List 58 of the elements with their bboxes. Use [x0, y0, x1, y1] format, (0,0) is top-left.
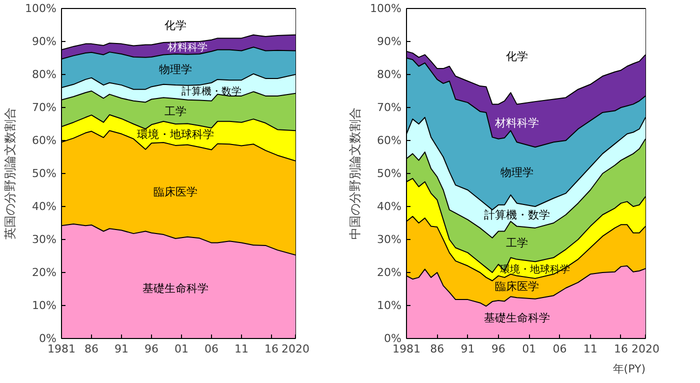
y-axis-title: 英国の分野別論文数割合: [3, 108, 18, 240]
series-label: 臨床医学: [154, 185, 198, 198]
y-tick-label: 40%: [32, 200, 57, 213]
series-label: 環境・地球科学: [137, 128, 214, 142]
y-tick-label: 90%: [32, 35, 57, 48]
series-label: 臨床医学: [494, 280, 539, 294]
y-tick-label: 90%: [377, 35, 402, 48]
y-tick-label: 50%: [32, 167, 57, 180]
x-tick-label: 86: [430, 342, 444, 356]
x-tick-label: 01: [522, 342, 536, 356]
series-label: 計算機・数学: [182, 85, 242, 98]
series-label: 材料科学: [166, 41, 208, 54]
y-tick-label: 40%: [377, 200, 402, 213]
y-tick-label: 100%: [25, 2, 57, 15]
x-tick-label: 16: [614, 342, 628, 356]
series-label: 工学: [164, 104, 186, 118]
y-tick-label: 20%: [377, 266, 402, 279]
series-label: 物理学: [159, 63, 192, 76]
x-tick-label: 96: [144, 342, 158, 356]
y-tick-label: 10%: [32, 299, 57, 312]
x-tick-label: 1981: [392, 342, 421, 356]
x-tick-label: 16: [264, 342, 278, 356]
x-tick-label: 01: [174, 342, 188, 356]
y-tick-label: 20%: [32, 266, 57, 279]
y-axis-title: 中国の分野別論文数割合: [348, 108, 362, 240]
y-tick-label: 60%: [32, 134, 57, 147]
series-label: 基礎生命科学: [484, 312, 550, 325]
series-label: 材料科学: [494, 116, 539, 130]
x-tick-label: 91: [460, 342, 475, 356]
series-label: 工学: [506, 236, 528, 250]
y-tick-label: 50%: [377, 167, 402, 180]
x-tick-label: 11: [583, 342, 598, 356]
series-label: 物理学: [500, 166, 534, 180]
x-tick-label: 11: [234, 342, 248, 356]
y-tick-label: 60%: [377, 134, 402, 147]
x-tick-label: 1981: [48, 342, 76, 356]
x-axis-title: 年(PY): [612, 362, 646, 376]
x-tick-label: 96: [491, 342, 506, 356]
x-tick-label: 86: [84, 342, 98, 356]
x-tick-label: 06: [552, 342, 567, 356]
x-tick-label: 2020: [632, 342, 660, 356]
x-tick-label: 06: [204, 342, 218, 356]
series-label: 計算機・数学: [484, 208, 550, 222]
y-tick-label: 10%: [377, 299, 402, 312]
x-tick-label: 2020: [282, 342, 310, 356]
y-tick-label: 30%: [32, 233, 57, 246]
y-tick-label: 80%: [377, 68, 402, 81]
x-tick-label: 91: [114, 342, 128, 356]
y-tick-label: 70%: [377, 101, 402, 114]
y-tick-label: 0%: [39, 332, 56, 345]
series-label: 化学: [506, 50, 528, 63]
y-tick-label: 70%: [32, 101, 57, 114]
series-label: 基礎生命科学: [142, 282, 208, 296]
y-tick-label: 80%: [32, 68, 57, 81]
y-tick-label: 0%: [384, 332, 402, 345]
y-tick-label: 30%: [377, 233, 402, 246]
y-tick-label: 100%: [370, 2, 402, 15]
series-label: 化学: [164, 18, 186, 32]
